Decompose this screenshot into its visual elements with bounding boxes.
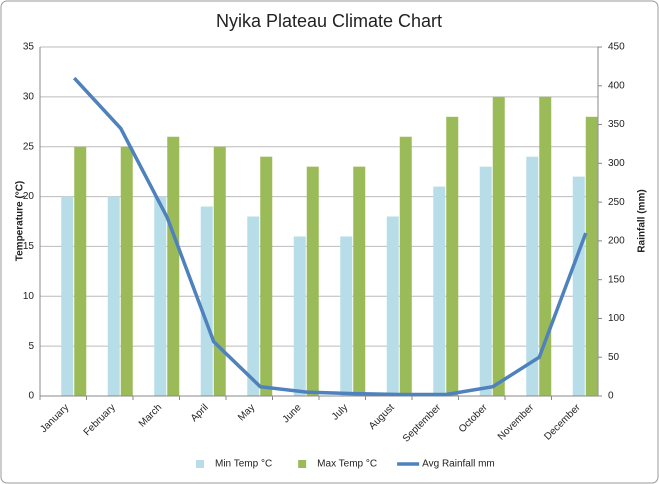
legend-label: Avg Rainfall mm	[422, 459, 495, 470]
bar	[539, 96, 552, 396]
y2-tick-label: 50	[608, 352, 620, 363]
legend-swatch	[196, 460, 204, 468]
bar	[167, 136, 180, 396]
bar	[200, 206, 213, 396]
bar	[247, 216, 260, 396]
y2-tick-label: 350	[608, 119, 625, 130]
bar	[399, 136, 412, 396]
bar	[479, 166, 492, 396]
bar	[492, 96, 505, 396]
chart-title: Nyika Plateau Climate Chart	[216, 11, 442, 31]
y2-tick-label: 0	[608, 391, 614, 402]
bar	[353, 166, 366, 396]
bar	[340, 236, 353, 396]
bar	[74, 146, 87, 396]
y-tick-label: 15	[23, 241, 35, 252]
bar	[213, 146, 226, 396]
bar	[386, 216, 399, 396]
y2-tick-label: 200	[608, 236, 625, 247]
y-tick-label: 25	[23, 141, 35, 152]
y2-axis-title: Rainfall (mm)	[637, 189, 648, 252]
y-tick-label: 20	[23, 191, 35, 202]
y2-tick-label: 100	[608, 313, 625, 324]
bar	[260, 156, 273, 396]
bar	[446, 116, 459, 397]
bar	[61, 196, 74, 396]
y2-tick-label: 400	[608, 80, 625, 91]
bar	[585, 116, 598, 397]
legend-label: Max Temp °C	[317, 459, 377, 470]
bar	[107, 196, 120, 396]
y2-tick-label: 300	[608, 158, 625, 169]
legend-label: Min Temp °C	[215, 459, 272, 470]
bar	[120, 146, 133, 396]
bar	[306, 166, 319, 396]
legend-swatch	[298, 460, 307, 468]
bar	[154, 196, 167, 396]
y-tick-label: 0	[28, 391, 34, 402]
y2-tick-label: 150	[608, 274, 625, 285]
bar	[572, 176, 585, 396]
y-tick-label: 10	[23, 291, 35, 302]
y-axis-title: Temperature (°C)	[15, 181, 26, 262]
y2-tick-label: 250	[608, 197, 625, 208]
bar	[526, 156, 539, 396]
line	[72, 76, 588, 397]
y-tick-label: 35	[23, 42, 35, 53]
bar	[433, 186, 446, 396]
bar	[293, 236, 306, 396]
y2-tick-label: 450	[608, 42, 625, 53]
y-tick-label: 30	[23, 91, 35, 102]
y-tick-label: 5	[28, 341, 34, 352]
